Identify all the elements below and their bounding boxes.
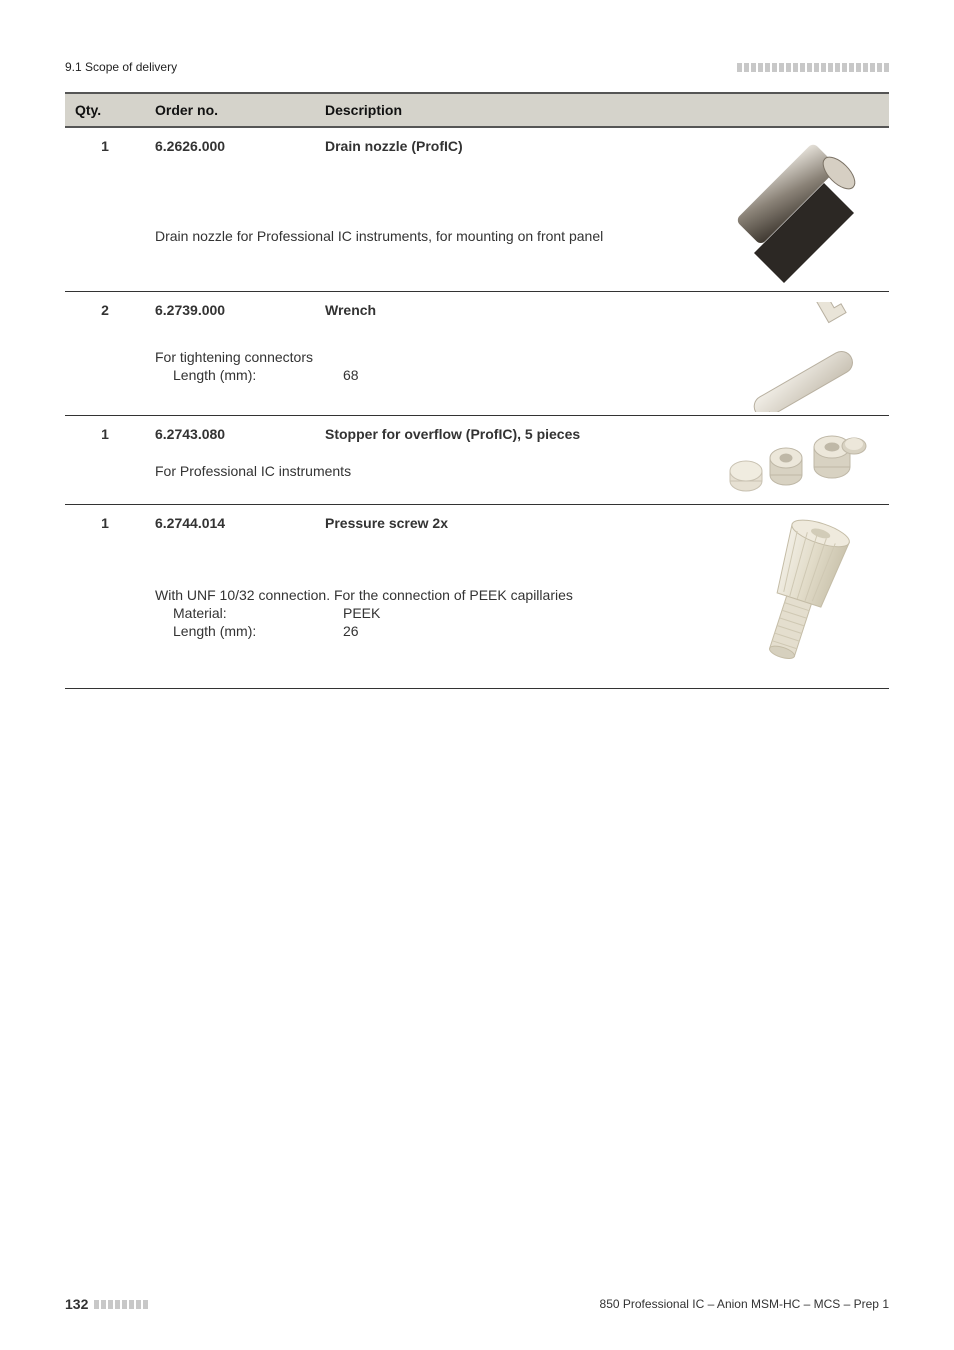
cell-image bbox=[709, 505, 889, 689]
cell-qty: 2 bbox=[65, 292, 145, 332]
cell-order-no: 6.2626.000 bbox=[145, 127, 315, 195]
cell-image bbox=[709, 292, 889, 416]
footer-left: 132 bbox=[65, 1296, 148, 1312]
cell-description: With UNF 10/32 connection. For the conne… bbox=[145, 553, 709, 688]
page-header: 9.1 Scope of delivery bbox=[65, 60, 889, 74]
cell-description: Drain nozzle for Professional IC instrum… bbox=[145, 195, 709, 291]
cell-qty: 1 bbox=[65, 505, 145, 553]
page-number: 132 bbox=[65, 1296, 88, 1312]
cell-order-no: 6.2743.080 bbox=[145, 416, 315, 452]
col-desc: Description bbox=[315, 93, 889, 127]
row-separator bbox=[65, 688, 889, 689]
section-label: 9.1 Scope of delivery bbox=[65, 60, 177, 74]
table-header-row: Qty. Order no. Description bbox=[65, 93, 889, 127]
desc-text: Drain nozzle for Professional IC instrum… bbox=[155, 228, 699, 244]
page-footer: 132 850 Professional IC – Anion MSM-HC –… bbox=[65, 1296, 889, 1312]
table-row: 2 6.2739.000 Wrench bbox=[65, 292, 889, 332]
desc-text: With UNF 10/32 connection. For the conne… bbox=[155, 587, 699, 603]
cell-title: Pressure screw 2x bbox=[315, 505, 709, 553]
cell-order-no: 6.2739.000 bbox=[145, 292, 315, 332]
cell-title: Drain nozzle (ProfIC) bbox=[315, 127, 709, 195]
table-row: 1 6.2626.000 Drain nozzle (ProfIC) bbox=[65, 127, 889, 195]
cell-description: For Professional IC instruments bbox=[145, 452, 709, 504]
spec-value: 68 bbox=[343, 367, 359, 383]
cell-image bbox=[709, 127, 889, 291]
footer-decoration-bars bbox=[94, 1300, 148, 1309]
spec-value: PEEK bbox=[343, 605, 380, 621]
spec-row: Length (mm): 68 bbox=[155, 367, 699, 383]
cell-order-no: 6.2744.014 bbox=[145, 505, 315, 553]
desc-text: For tightening connectors bbox=[155, 349, 699, 365]
col-qty: Qty. bbox=[65, 93, 145, 127]
table-row: 1 6.2744.014 Pressure screw 2x bbox=[65, 505, 889, 553]
spec-value: 26 bbox=[343, 623, 359, 639]
col-order: Order no. bbox=[145, 93, 315, 127]
table-row: 1 6.2743.080 Stopper for overflow (ProfI… bbox=[65, 416, 889, 452]
spec-label: Length (mm): bbox=[155, 367, 343, 383]
cell-title: Wrench bbox=[315, 292, 709, 332]
cell-description: For tightening connectors Length (mm): 6… bbox=[145, 331, 709, 415]
footer-doc-title: 850 Professional IC – Anion MSM-HC – MCS… bbox=[600, 1297, 889, 1311]
spec-row: Length (mm): 26 bbox=[155, 623, 699, 639]
page-container: 9.1 Scope of delivery Qty. Order no. Des… bbox=[0, 0, 954, 1350]
cell-title: Stopper for overflow (ProfIC), 5 pieces bbox=[315, 416, 709, 452]
spec-row: Material: PEEK bbox=[155, 605, 699, 621]
cell-qty: 1 bbox=[65, 416, 145, 452]
delivery-table: Qty. Order no. Description 1 6.2626.000 … bbox=[65, 92, 889, 689]
spec-label: Length (mm): bbox=[155, 623, 343, 639]
cell-qty: 1 bbox=[65, 127, 145, 195]
cell-image bbox=[709, 416, 889, 505]
spec-label: Material: bbox=[155, 605, 343, 621]
desc-text: For Professional IC instruments bbox=[155, 463, 699, 479]
header-decoration-bars bbox=[737, 63, 889, 72]
